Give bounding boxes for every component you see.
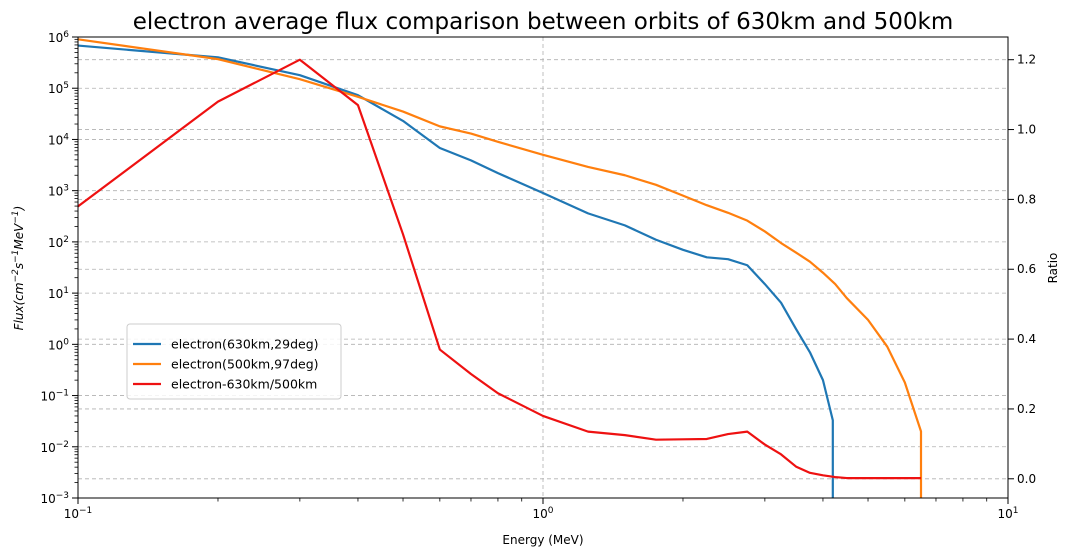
y-tick-label-left: 10−2 <box>40 440 69 455</box>
y-axis-label-right: Ratio <box>1046 253 1060 284</box>
chart-title: electron average flux comparison between… <box>133 9 954 35</box>
x-axis-label: Energy (MeV) <box>502 533 583 547</box>
series-line-3 <box>77 58 921 480</box>
x-tick-label: 10−1 <box>64 506 93 521</box>
series-line-2 <box>77 38 923 498</box>
ylabel-close: ) <box>12 206 26 212</box>
legend: electron(630km,29deg) electron(500km,97de… <box>126 323 342 400</box>
y-tick-label-left: 100 <box>48 337 69 352</box>
legend-label-2: electron(500km,97deg) <box>171 357 319 372</box>
ylabel-exp-2: −2 <box>11 269 21 283</box>
series-line-1 <box>77 44 834 498</box>
y-tick-label-right: 0.2 <box>1017 402 1036 416</box>
y-axis-label-left: Flux(cm−2s−1MeV−1) <box>11 206 26 331</box>
y-tick-label-left: 105 <box>48 81 69 96</box>
ylabel-s: s <box>12 263 26 269</box>
ylabel-mev: MeV <box>12 223 26 250</box>
y-tick-label-right: 1.0 <box>1017 123 1036 137</box>
series-layer <box>77 38 923 498</box>
legend-label-1: electron(630km,29deg) <box>171 337 319 352</box>
ylabel-exp-1a: −1 <box>11 250 21 263</box>
x-tick-label: 101 <box>997 506 1018 521</box>
legend-box <box>126 323 342 400</box>
ylabel-base: Flux(cm <box>12 282 26 330</box>
axis-ticks: 10−1 100 101 10−3 10−2 10−1 100 101 102 103 104 105… <box>40 30 1036 521</box>
y-tick-label-right: 0.8 <box>1017 192 1036 206</box>
legend-label-3: electron-630km/500km <box>171 377 317 392</box>
x-tick-label: 100 <box>532 506 553 521</box>
y-tick-label-left: 103 <box>48 184 69 199</box>
y-tick-label-left: 102 <box>48 235 69 250</box>
ylabel-exp-1b: −1 <box>11 210 21 223</box>
y-tick-label-left: 101 <box>48 286 69 301</box>
y-tick-label-left: 10−1 <box>40 389 69 404</box>
y-tick-label-left: 10−3 <box>40 491 69 506</box>
y-tick-label-left: 106 <box>48 30 69 45</box>
y-tick-label-right: 0.4 <box>1017 332 1036 346</box>
y-tick-label-right: 0.0 <box>1017 472 1036 486</box>
y-tick-label-right: 1.2 <box>1017 53 1036 67</box>
y-tick-label-right: 0.6 <box>1017 262 1036 276</box>
y-tick-label-left: 104 <box>48 132 69 147</box>
